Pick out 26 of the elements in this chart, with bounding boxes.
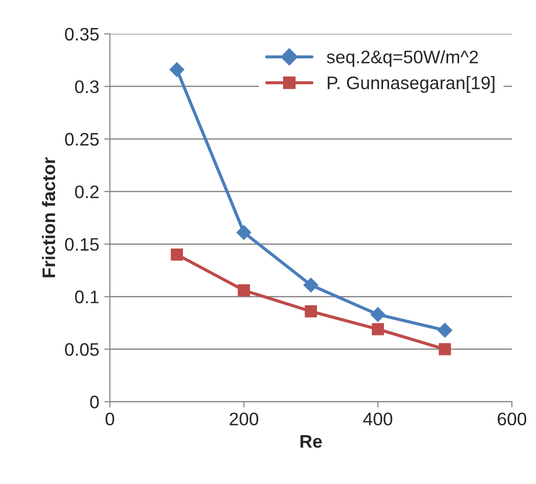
x-tick-label: 0 [106,412,114,426]
point [236,225,252,240]
y-tick-label: 0 [90,396,99,408]
y-tick-label: 0.2 [75,185,99,198]
point [238,284,250,296]
y-tick-label: 0.1 [75,290,99,304]
point [438,343,451,356]
y-tick-label: 0.3 [75,80,99,94]
x-tick-label: 200 [230,412,258,426]
point [437,322,452,338]
point [304,305,317,318]
legend-label: seq.2&q=50W/m^2 [326,50,478,67]
y-tick-label: 0.35 [65,28,99,41]
x-tick-label: 400 [363,412,392,426]
y-tick-label: 0.25 [65,132,99,146]
point [170,248,183,261]
point [372,323,384,336]
point [303,278,318,292]
point [169,62,184,78]
y-tick-label: 0.15 [65,238,99,251]
legend-label: P. Gunnasegaran[19] [328,76,494,93]
x-tick-label: 600 [498,412,526,426]
point [370,307,386,322]
y-tick-label: 0.05 [65,343,99,356]
x-axis-title: Re [300,435,322,448]
y-axis-title: Friction factor [42,157,56,278]
